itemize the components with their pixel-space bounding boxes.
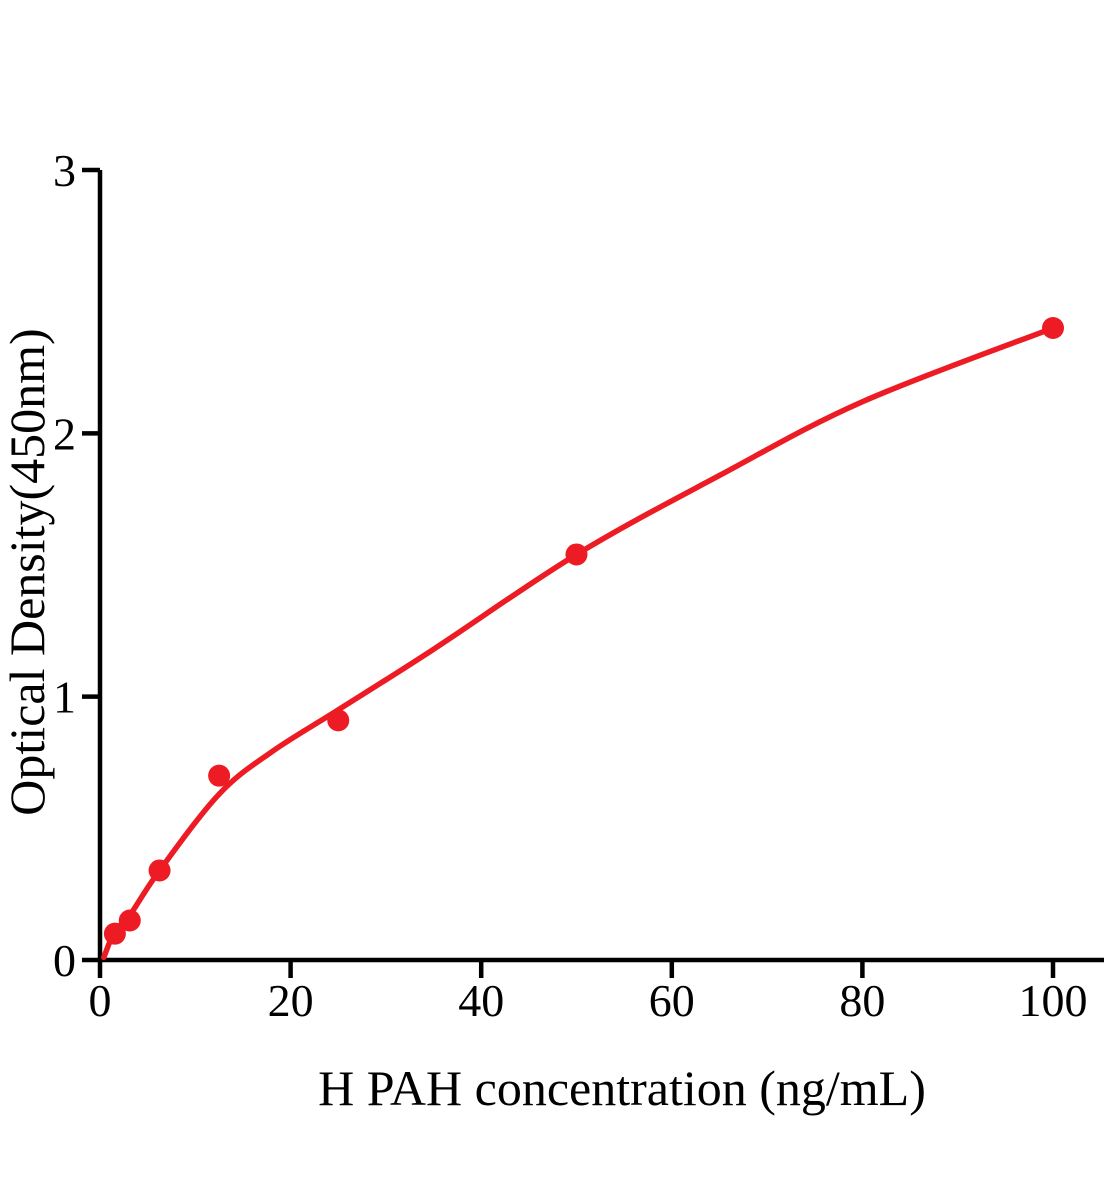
x-tick-label: 20 xyxy=(268,975,314,1026)
data-point xyxy=(1042,317,1064,340)
x-tick-label: 0 xyxy=(89,975,112,1026)
x-tick-label: 80 xyxy=(839,975,885,1026)
x-tick-label: 40 xyxy=(458,975,504,1026)
x-axis-title: H PAH concentration (ng/mL) xyxy=(318,1060,926,1116)
x-tick-label: 60 xyxy=(649,975,695,1026)
fit-curve xyxy=(101,325,1056,961)
data-point xyxy=(327,709,350,732)
data-point xyxy=(118,909,141,932)
y-tick-label: 1 xyxy=(53,672,76,723)
data-point xyxy=(103,922,126,945)
tick-label-layer: 0 20 40 60 80 100 0 1 2 3 xyxy=(53,145,1088,1026)
data-point xyxy=(148,859,171,882)
y-tick-label: 2 xyxy=(53,408,76,459)
x-tick-label: 100 xyxy=(1019,975,1088,1026)
axes-layer xyxy=(82,167,1104,978)
y-tick-label: 3 xyxy=(53,145,76,196)
fit-curve-layer xyxy=(101,325,1056,961)
y-tick-label: 0 xyxy=(53,935,76,986)
y-axis-title: Optical Density(450nm) xyxy=(0,328,55,815)
data-points-layer xyxy=(103,317,1064,945)
data-point xyxy=(208,764,231,787)
data-point xyxy=(565,543,588,566)
